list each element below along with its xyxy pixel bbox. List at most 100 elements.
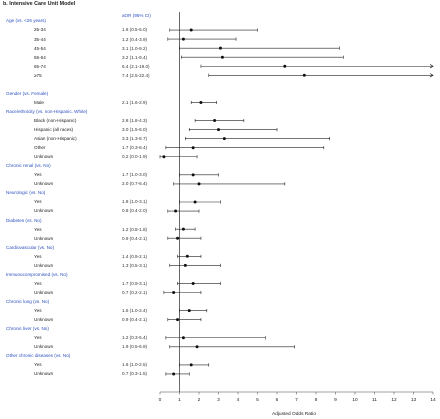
aor-value: 0.8 (0.4-2.0) xyxy=(122,208,148,214)
aor-value: 0.7 (0.2-2.1) xyxy=(122,289,148,295)
point-estimate xyxy=(191,281,195,285)
aor-value: 3.2 (1.1-9.4) xyxy=(122,54,148,60)
row-label: Yes xyxy=(34,199,42,205)
row-label: 25-34 xyxy=(34,27,46,33)
x-tick-label: 1 xyxy=(178,397,181,403)
group-label: Neurologic (vs. No) xyxy=(6,190,46,196)
group-label: Chronic liver (vs. No) xyxy=(6,326,49,332)
ci-arrow xyxy=(429,73,434,78)
point-estimate xyxy=(283,64,287,68)
aor-value: 3.3 (1.3-8.7) xyxy=(122,136,148,142)
x-tick-label: 6 xyxy=(276,397,279,403)
aor-value: 1.5 (1.0-2.4) xyxy=(122,308,148,313)
aor-value: 0.9 (0.4-2.1) xyxy=(122,235,148,241)
row-label: Yes xyxy=(34,280,42,286)
aor-value: 1.7 (0.3-8.4) xyxy=(122,145,148,151)
aor-value: 1.6 (1.0-2.5) xyxy=(122,362,148,368)
row-label: Yes xyxy=(34,172,42,178)
aor-value: 1.2 (0.4-3.9) xyxy=(122,36,148,42)
row-label: Yes xyxy=(34,362,42,368)
aor-value: 7.4 (2.5-22.4) xyxy=(122,72,150,78)
x-tick-label: 5 xyxy=(256,397,259,403)
row-label: 55-64 xyxy=(34,54,46,60)
point-estimate xyxy=(217,128,220,132)
row-label: Unknown xyxy=(34,371,54,377)
aor-value: 1.8 (1.0-3.1) xyxy=(122,199,148,205)
aor-value: 0.2 (0.0-1.9) xyxy=(122,154,148,160)
aor-value: 1.2 (0.3-5.4) xyxy=(122,335,148,341)
aor-column-header: aOR (95% CI) xyxy=(122,13,151,18)
point-estimate xyxy=(181,37,185,41)
point-estimate xyxy=(213,119,217,123)
aor-value: 6.4 (2.1-19.0) xyxy=(122,63,150,69)
row-label: Yes xyxy=(34,308,42,313)
row-label: Unknown xyxy=(34,208,54,214)
x-tick-label: 10 xyxy=(352,397,358,403)
row-label: 35-44 xyxy=(34,36,46,42)
row-label: Unknown xyxy=(34,289,54,295)
x-tick-label: 8 xyxy=(315,397,318,403)
aor-value: 2.0 (0.7-6.4) xyxy=(122,181,148,187)
point-estimate xyxy=(189,28,193,32)
group-label: Gender (vs. Female) xyxy=(6,90,49,96)
row-label: Hispanic (all races) xyxy=(34,127,74,132)
point-estimate xyxy=(195,345,199,349)
row-label: Unknown xyxy=(34,317,54,323)
point-estimate xyxy=(187,309,191,313)
x-tick-label: 4 xyxy=(237,397,240,403)
point-estimate xyxy=(191,173,195,177)
x-tick-label: 3 xyxy=(217,397,220,403)
group-label: Diabetes (vs. No) xyxy=(6,217,42,223)
x-tick-label: 7 xyxy=(295,397,298,403)
aor-value: 3.0 (1.5-6.0) xyxy=(122,127,148,132)
point-estimate xyxy=(222,137,226,141)
x-tick-label: 0 xyxy=(159,397,162,403)
row-label: Black (non-Hispanic) xyxy=(34,117,77,123)
group-label: Cardiovascular (vs. No) xyxy=(6,244,54,250)
aor-value: 1.9 (0.5-6.9) xyxy=(122,344,148,350)
x-tick-label: 11 xyxy=(372,397,377,403)
row-label: Unknown xyxy=(34,154,54,160)
aor-value: 1.6 (0.5-5.0) xyxy=(122,27,148,33)
row-label: Yes xyxy=(34,335,42,341)
group-label: Race/ethnicity (vs. non-Hispanic. White) xyxy=(6,108,88,114)
point-estimate xyxy=(189,363,193,367)
aor-value: 3.1 (1.0-9.2) xyxy=(122,45,148,51)
aor-value: 0.9 (0.4-2.1) xyxy=(122,317,148,323)
point-estimate xyxy=(172,372,176,376)
aor-value: 0.7 (0.3-1.5) xyxy=(122,371,148,377)
x-tick-label: 14 xyxy=(430,397,436,403)
x-tick-label: 13 xyxy=(411,397,417,403)
point-estimate xyxy=(185,254,189,258)
row-label: Unknown xyxy=(34,262,54,268)
aor-value: 1.4 (0.9-2.1) xyxy=(122,253,148,259)
point-estimate xyxy=(199,100,203,104)
x-axis-label: Adjusted Odds Ratio xyxy=(272,412,316,417)
point-estimate xyxy=(220,55,224,59)
ci-arrow xyxy=(429,64,434,69)
aor-value: 2.1 (1.6-2.9) xyxy=(122,99,148,105)
point-estimate xyxy=(176,318,180,322)
group-label: Other chronic diseases (vs. No) xyxy=(6,353,71,359)
row-label: Male xyxy=(34,99,44,105)
group-label: Chronic renal (vs. No) xyxy=(6,163,51,169)
point-estimate xyxy=(191,146,195,150)
row-label: 65-74 xyxy=(34,63,46,69)
point-estimate xyxy=(302,73,306,77)
group-label: Chronic lung (vs. No) xyxy=(6,298,50,304)
aor-value: 1.7 (1.0-3.0) xyxy=(122,172,148,178)
aor-value: 2.8 (1.8-4.3) xyxy=(122,117,148,123)
point-estimate xyxy=(162,155,166,159)
point-estimate xyxy=(218,46,222,50)
aor-value: 1.7 (0.9-3.1) xyxy=(122,280,148,286)
point-estimate xyxy=(181,336,185,340)
aor-value: 1.2 (0.8-1.8) xyxy=(122,226,148,232)
row-label: Unknown xyxy=(34,181,54,187)
point-estimate xyxy=(172,291,176,294)
row-label: Unknown xyxy=(34,235,54,241)
point-estimate xyxy=(181,227,185,231)
row-label: Other xyxy=(34,145,46,151)
panel-title: b. Intensive Care Unit Model xyxy=(3,1,76,7)
row-label: Unknown xyxy=(34,344,54,350)
